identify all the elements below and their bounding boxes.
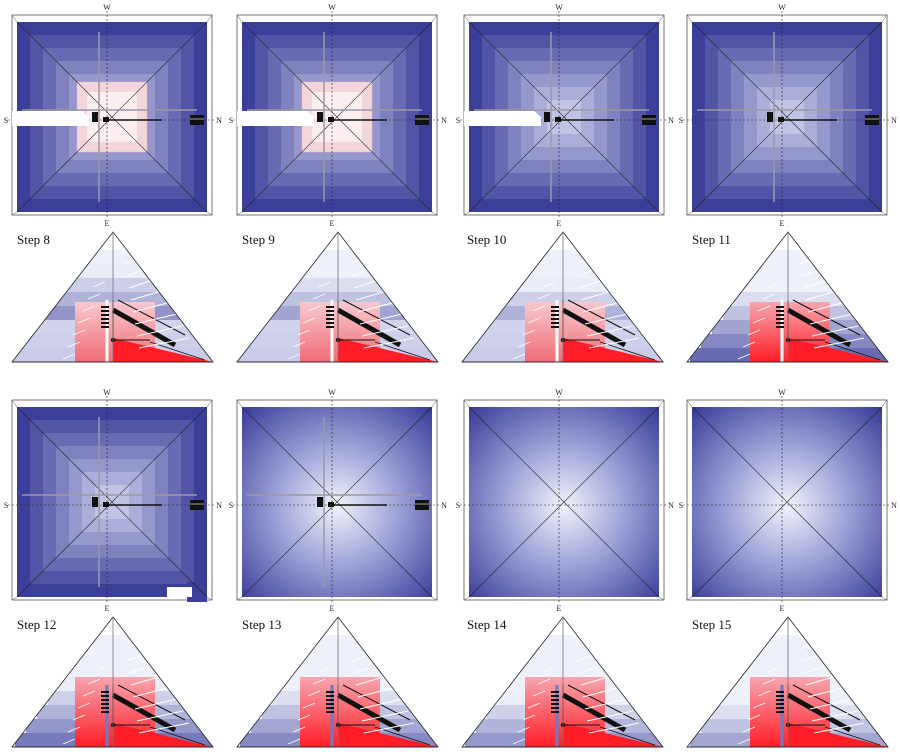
compass-left: S [679, 501, 683, 510]
compass-top: W [555, 3, 563, 12]
compass-right: N [891, 501, 897, 510]
step-figure: W E S N [456, 3, 674, 363]
step-panel: W E S N Step 15 [675, 385, 900, 755]
step-label: Step 8 [17, 232, 50, 247]
plan-entry-channel [12, 111, 89, 126]
step-label: Step 11 [692, 232, 731, 247]
compass-left: S [679, 116, 683, 125]
compass-right: N [216, 501, 222, 510]
plan-view: W E S N [456, 388, 674, 613]
compass-right: N [668, 116, 674, 125]
compass-top: W [778, 3, 786, 12]
section-view [11, 231, 214, 363]
compass-right: N [441, 501, 447, 510]
compass-bottom: E [557, 219, 562, 228]
compass-bottom: E [105, 219, 110, 228]
compass-left: S [229, 116, 233, 125]
step-label: Step 14 [467, 617, 507, 632]
section-view [236, 231, 439, 363]
plan-entry-channel [237, 111, 314, 126]
compass-left: S [229, 501, 233, 510]
section-view [686, 231, 889, 363]
step-panel: W E S N Step 12 [0, 385, 225, 755]
compass-right: N [216, 116, 222, 125]
plan-view: W E S N [679, 388, 897, 613]
compass-top: W [555, 388, 563, 397]
compass-bottom: E [105, 604, 110, 613]
step-label: Step 15 [692, 617, 732, 632]
step-figure: W E S N [456, 388, 674, 748]
plan-view: W E S N [456, 3, 674, 228]
compass-top: W [103, 388, 111, 397]
compass-left: S [4, 116, 8, 125]
section-view [686, 616, 889, 748]
compass-top: W [103, 3, 111, 12]
plan-view: W E S N [229, 388, 447, 613]
step-panel: W E S N Step 8 [0, 0, 225, 370]
step-figure: W E S N [4, 3, 222, 363]
section-view [461, 231, 664, 363]
compass-bottom: E [780, 604, 785, 613]
step-panel: W E S N Step 13 [225, 385, 450, 755]
plan-view: W E S N [4, 3, 222, 228]
step-panel: W E S N Step 9 [225, 0, 450, 370]
plan-view: W E S N [229, 3, 447, 228]
compass-right: N [668, 501, 674, 510]
compass-top: W [328, 388, 336, 397]
step-label: Step 13 [242, 617, 282, 632]
step-figure: W E S N [679, 3, 897, 363]
compass-left: S [456, 116, 460, 125]
plan-view: W E S N [679, 3, 897, 228]
section-view [236, 616, 439, 748]
compass-bottom: E [330, 219, 335, 228]
compass-top: W [328, 3, 336, 12]
step-figure: W E S N [4, 388, 222, 748]
step-label: Step 12 [17, 617, 57, 632]
section-view [11, 616, 214, 748]
step-label: Step 10 [467, 232, 507, 247]
compass-left: S [456, 501, 460, 510]
step-figure: W E S N [229, 3, 447, 363]
compass-left: S [4, 501, 8, 510]
compass-bottom: E [330, 604, 335, 613]
plan-view: W E S N [4, 388, 222, 613]
plan-entry-channel [464, 111, 541, 126]
step-panel: W E S N Step 10 [450, 0, 675, 370]
section-view [461, 616, 664, 748]
compass-bottom: E [780, 219, 785, 228]
compass-bottom: E [557, 604, 562, 613]
compass-right: N [891, 116, 897, 125]
compass-top: W [778, 388, 786, 397]
step-label: Step 9 [242, 232, 275, 247]
compass-right: N [441, 116, 447, 125]
step-figure: W E S N [679, 388, 897, 748]
step-panel: W E S N Step 14 [450, 385, 675, 755]
step-figure: W E S N [229, 388, 447, 748]
step-panel: W E S N Step 11 [675, 0, 900, 370]
